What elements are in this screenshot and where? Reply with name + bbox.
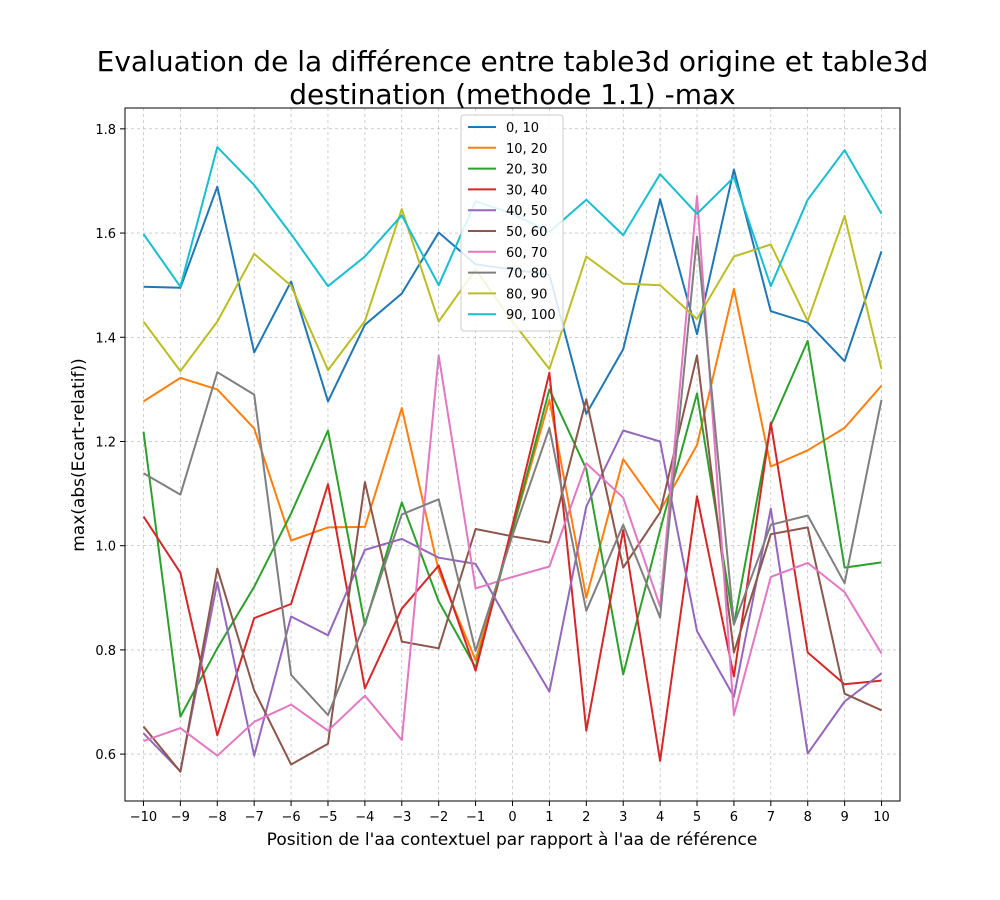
series-line-2 bbox=[142, 339, 882, 718]
y-tick-label: 0.8 bbox=[95, 644, 116, 659]
legend-label: 70, 80 bbox=[506, 267, 547, 282]
y-tick-label: 1.8 bbox=[95, 123, 116, 138]
chart-title-line-2: destination (methode 1.1) -max bbox=[289, 78, 736, 111]
legend-label: 30, 40 bbox=[506, 183, 547, 198]
legend-label: 40, 50 bbox=[506, 204, 547, 219]
x-tick-label: 9 bbox=[841, 810, 849, 825]
y-tick-label: 1.2 bbox=[95, 435, 116, 450]
y-axis-ticks: 0.6 0.8 1.0 1.2 1.4 1.6 1.8 bbox=[95, 123, 125, 763]
x-axis-ticks: −10 −9 −8 −7 −6 −5 −4 −3 −2 −1 0 1 2 3 4 5 6 7 8 9 10 bbox=[130, 801, 890, 825]
x-tick-label: −2 bbox=[429, 810, 448, 825]
x-tick-label: 4 bbox=[656, 810, 664, 825]
x-tick-label: −1 bbox=[466, 810, 485, 825]
legend-label: 20, 30 bbox=[506, 163, 547, 178]
y-axis-label: max(abs(Ecart-relatif)) bbox=[69, 358, 89, 552]
x-tick-label: −6 bbox=[281, 810, 300, 825]
x-tick-label: −8 bbox=[208, 810, 227, 825]
x-tick-label: −5 bbox=[318, 810, 337, 825]
x-tick-label: −7 bbox=[245, 810, 264, 825]
legend-label: 90, 100 bbox=[506, 308, 556, 323]
y-tick-label: 1.6 bbox=[95, 227, 116, 242]
x-tick-label: 0 bbox=[508, 810, 516, 825]
x-tick-label: 3 bbox=[619, 810, 627, 825]
x-tick-label: 10 bbox=[873, 810, 890, 825]
legend-label: 10, 20 bbox=[506, 142, 547, 157]
series-line-6 bbox=[143, 195, 883, 757]
x-tick-label: 6 bbox=[730, 810, 738, 825]
legend-label: 60, 70 bbox=[506, 246, 547, 261]
y-tick-label: 1.4 bbox=[95, 331, 116, 346]
series-line-3 bbox=[142, 371, 882, 762]
x-tick-label: −10 bbox=[130, 810, 157, 825]
chart-title-line-1: Evaluation de la différence entre table3… bbox=[96, 45, 929, 78]
x-tick-label: −4 bbox=[355, 810, 374, 825]
y-tick-label: 1.0 bbox=[95, 540, 116, 555]
x-axis-label: Position de l'aa contextuel par rapport … bbox=[267, 830, 758, 850]
legend-label: 50, 60 bbox=[506, 225, 547, 240]
series-lines bbox=[142, 146, 883, 773]
legend-label: 0, 10 bbox=[506, 121, 539, 136]
x-tick-label: −9 bbox=[171, 810, 190, 825]
legend: 0, 10 10, 20 20, 30 30, 40 40, 50 50, 60 60, 7… bbox=[460, 114, 564, 332]
x-tick-label: 5 bbox=[693, 810, 701, 825]
x-tick-label: 1 bbox=[545, 810, 553, 825]
x-tick-label: 7 bbox=[767, 810, 775, 825]
series-line-7 bbox=[143, 235, 883, 716]
y-tick-label: 0.6 bbox=[95, 748, 116, 763]
x-tick-label: −3 bbox=[392, 810, 411, 825]
x-tick-label: 2 bbox=[582, 810, 590, 825]
legend-label: 80, 90 bbox=[506, 287, 547, 302]
x-tick-label: 8 bbox=[804, 810, 812, 825]
